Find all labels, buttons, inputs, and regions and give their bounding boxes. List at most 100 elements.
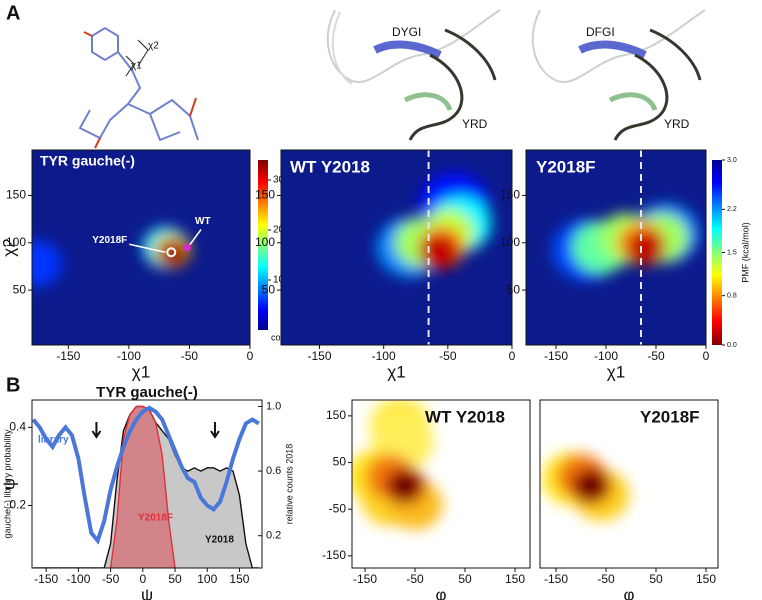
y-tick-label: 50 <box>333 455 347 469</box>
x-tick-label: 0 <box>139 572 146 586</box>
y2-tick-label: 0.6 <box>266 465 281 477</box>
x-tick-label: -150 <box>34 572 58 586</box>
x-tick-label: -100 <box>594 349 618 363</box>
plot-frame <box>280 149 513 346</box>
density <box>32 226 191 287</box>
plot-frame <box>31 149 251 346</box>
x-tick-label: -50 <box>406 572 424 586</box>
y-tick-label: 150 <box>6 188 26 202</box>
x-tick-label: 50 <box>168 572 182 586</box>
plot-frame <box>525 149 707 346</box>
chart: Y2018FWT100200300countTYR gauche(-)-150-… <box>0 149 294 381</box>
y-tick-label: 100 <box>500 235 520 249</box>
y-tick-label: 50 <box>507 282 521 296</box>
plot-frame <box>539 399 719 569</box>
colorbar <box>712 160 722 345</box>
y-axis-label: χ2 <box>0 238 18 256</box>
density-cell <box>626 229 666 266</box>
annotation-label: Y2018F <box>92 235 127 246</box>
chart-title: Y2018F <box>640 407 700 426</box>
structure-label: YRD <box>664 117 690 131</box>
arrow <box>91 422 102 439</box>
y-tick-label: 150 <box>500 188 520 202</box>
density-cell <box>419 234 459 270</box>
chart: WT Y2018 -150 -50 50 150 -150 -50 50 150 φ ψ <box>0 399 531 600</box>
y-tick-label: -50 <box>329 501 347 515</box>
density <box>352 400 443 530</box>
x-tick-label: -50 <box>102 572 120 586</box>
x-tick-label: 50 <box>458 572 472 586</box>
x-tick-label: -100 <box>117 349 141 363</box>
x-axis-label: χ1 <box>607 362 625 381</box>
x-axis-label: φ <box>623 585 634 600</box>
colorbar-tick-label: 1.5 <box>727 249 737 256</box>
chart-title: WT Y2018 <box>425 407 505 426</box>
series-label: Y2018F <box>138 513 173 524</box>
structure <box>531 9 706 141</box>
x-tick-label: 50 <box>649 572 663 586</box>
chart-title: TYR gauche(-) <box>96 384 198 401</box>
structure-label: DYGI <box>392 25 421 39</box>
y-tick-label: 150 <box>255 188 275 202</box>
y-tick-label: 0.4 <box>9 420 26 434</box>
x-tick-label: 0 <box>247 349 254 363</box>
x-tick-label: -50 <box>597 572 615 586</box>
density-cell <box>32 240 62 287</box>
plot <box>32 405 260 568</box>
x-tick-label: 0 <box>703 349 710 363</box>
density <box>541 452 630 521</box>
area <box>33 406 259 568</box>
x-tick-label: -150 <box>544 349 568 363</box>
chart: WT Y2018 -150 -100 -50 0 50 100 150 χ1 <box>255 149 516 381</box>
y-axis-label: gauche(-) library probability <box>2 429 12 539</box>
y-tick-label: -150 <box>322 548 346 562</box>
colorbar-tick-label: 3.0 <box>727 157 737 164</box>
y-tick-label: 0.2 <box>9 498 26 512</box>
y2-axis-label: relative counts 2018 <box>284 444 294 525</box>
area-outline <box>109 405 176 568</box>
colorbar-tick-label: 0.0 <box>727 342 737 349</box>
chart: 0.0 0.8 1.5 2.2 3.0 PMF (kcal/mol) Y2018F -150 -… <box>500 149 750 381</box>
plot-frame <box>31 399 263 569</box>
colorbar-tick-label: 0.8 <box>727 293 737 300</box>
structure-label: YRD <box>462 117 488 131</box>
chart-title: WT Y2018 <box>290 157 370 176</box>
chart-title: Y2018F <box>536 157 596 176</box>
x-axis-label: χ1 <box>387 362 405 381</box>
x-tick-label: -150 <box>56 349 80 363</box>
annotation-marker <box>183 243 192 252</box>
area <box>110 406 176 568</box>
x-tick-label: 0 <box>509 349 516 363</box>
x-tick-label: -150 <box>307 349 331 363</box>
x-tick-label: -150 <box>353 572 377 586</box>
panel-label: A <box>6 2 20 24</box>
arrow <box>210 422 220 439</box>
x-tick-label: 150 <box>505 572 525 586</box>
x-tick-label: -100 <box>372 349 396 363</box>
density-cell <box>158 239 187 265</box>
y2-tick-label: 1.0 <box>266 400 281 412</box>
y-tick-label: 50 <box>262 282 276 296</box>
x-axis-label: φ <box>435 585 446 600</box>
chart-title: TYR gauche(-) <box>40 153 135 169</box>
x-tick-label: -150 <box>544 572 568 586</box>
colorbar <box>258 160 268 330</box>
x-tick-label: 100 <box>197 572 217 586</box>
x-axis-label: χ1 <box>132 362 150 381</box>
annotation-arrow <box>189 229 202 245</box>
structure-label: χ2 <box>148 41 159 52</box>
structure-label: DFGI <box>586 25 615 39</box>
density-cell <box>388 470 422 501</box>
density <box>376 172 492 278</box>
structure-label: χ1 <box>131 61 142 72</box>
series-label: Y2018 <box>205 535 234 546</box>
annotation-arrow <box>129 243 166 253</box>
structure <box>326 9 501 141</box>
y2-tick-label: 0.2 <box>266 530 281 542</box>
colorbar-label: PMF (kcal/mol) <box>740 222 750 283</box>
y-axis-label: ψ <box>0 478 18 490</box>
chart: Y2018F -150 -50 50 150 φ <box>539 399 719 600</box>
y-tick-label: 100 <box>255 235 275 249</box>
series-label: library <box>38 435 69 446</box>
